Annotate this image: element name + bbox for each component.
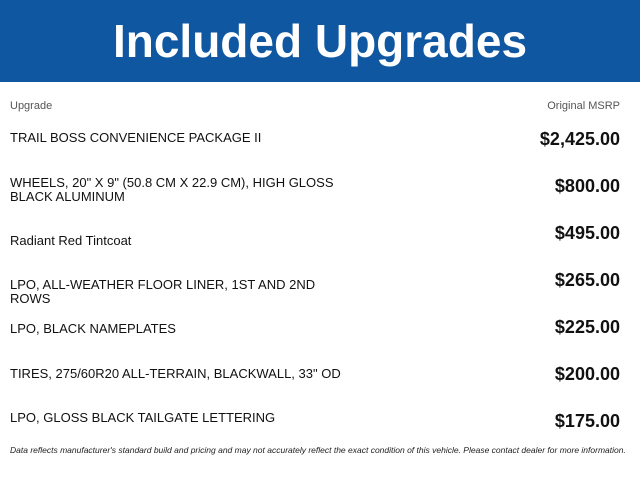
- upgrade-label: WHEELS, 20" X 9" (50.8 CM X 22.9 CM), HI…: [10, 175, 334, 204]
- disclaimer: Data reflects manufacturer's standard bu…: [10, 445, 626, 455]
- upgrade-label: LPO, BLACK NAMEPLATES: [10, 321, 176, 336]
- upgrade-price: $2,425.00: [539, 129, 620, 149]
- upgrade-label: Radiant Red Tintcoat: [10, 233, 132, 248]
- page-title: Included Upgrades: [0, 0, 640, 82]
- upgrade-price: $225.00: [554, 317, 620, 337]
- upgrade-price: $200.00: [554, 364, 620, 384]
- upgrade-label: LPO, ALL-WEATHER FLOOR LINER, 1ST AND 2N…: [10, 277, 316, 306]
- upgrade-price: $495.00: [554, 223, 620, 243]
- upgrade-label: TRAIL BOSS CONVENIENCE PACKAGE II: [10, 130, 262, 145]
- upgrade-price: $175.00: [554, 411, 620, 431]
- upgrade-label: LPO, GLOSS BLACK TAILGATE LETTERING: [10, 410, 276, 425]
- upgrade-price: $265.00: [554, 270, 620, 290]
- msrp-column-header: Original MSRP: [547, 100, 620, 112]
- upgrade-column-header: Upgrade: [10, 100, 53, 112]
- upgrade-price: $800.00: [554, 176, 620, 196]
- upgrade-label: TIRES, 275/60R20 ALL-TERRAIN, BLACKWALL,…: [10, 366, 341, 381]
